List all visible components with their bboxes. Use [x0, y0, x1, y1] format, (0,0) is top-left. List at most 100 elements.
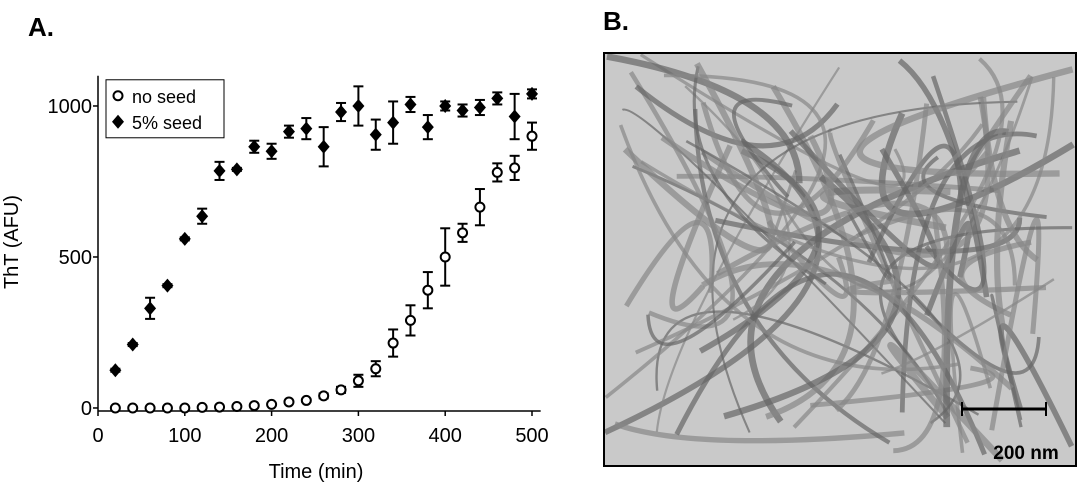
fiber — [685, 140, 962, 425]
x-axis-label: Time (min) — [269, 461, 364, 483]
y-tick-label: 1000 — [48, 96, 93, 118]
x-tick-label: 300 — [342, 425, 375, 447]
marker — [282, 124, 295, 139]
fiber — [621, 108, 947, 424]
marker — [352, 375, 364, 387]
marker — [335, 105, 348, 120]
fiber — [618, 124, 961, 372]
marker — [387, 115, 400, 130]
marker — [112, 90, 124, 102]
marker — [318, 390, 330, 402]
marker — [179, 402, 191, 414]
legend-label: no seed — [132, 87, 196, 107]
marker — [196, 209, 209, 224]
x-tick-label: 500 — [515, 425, 548, 447]
marker — [404, 97, 417, 112]
fiber — [634, 84, 840, 149]
micrograph — [605, 54, 1075, 465]
fiber — [716, 200, 950, 280]
marker — [248, 139, 261, 154]
y-axis-label: ThT (AFU) — [1, 195, 23, 289]
x-tick-label: 100 — [168, 425, 201, 447]
fiber — [856, 66, 1074, 178]
fiber — [613, 421, 905, 444]
marker — [317, 139, 330, 154]
fiber — [856, 207, 1017, 286]
marker — [474, 201, 486, 213]
marker — [109, 402, 121, 414]
marker — [509, 162, 521, 174]
marker — [526, 130, 538, 142]
fiber — [624, 219, 715, 308]
x-tick-label: 200 — [255, 425, 288, 447]
fiber — [845, 278, 1047, 296]
marker — [196, 401, 208, 413]
marker — [508, 109, 521, 124]
marker — [387, 337, 399, 349]
legend-box — [105, 79, 225, 139]
marker — [404, 314, 416, 326]
marker — [457, 227, 469, 239]
fiber — [701, 261, 1014, 391]
marker — [109, 363, 122, 378]
marker — [369, 127, 382, 142]
marker — [370, 363, 382, 375]
marker — [230, 162, 243, 177]
fiber — [732, 97, 793, 199]
marker — [491, 91, 504, 106]
marker — [248, 400, 260, 412]
fiber — [723, 174, 902, 420]
marker — [283, 396, 295, 408]
marker — [265, 144, 278, 159]
micrograph-frame — [603, 52, 1077, 467]
marker — [352, 98, 365, 113]
marker — [126, 337, 139, 352]
marker — [144, 301, 157, 316]
marker — [422, 284, 434, 296]
x-tick-label: 0 — [92, 425, 103, 447]
fiber — [989, 217, 1042, 431]
marker — [144, 402, 156, 414]
fiber — [660, 134, 835, 217]
fiber — [897, 58, 990, 298]
fiber — [838, 153, 892, 281]
marker — [213, 163, 226, 178]
fiber — [949, 292, 993, 454]
marker — [300, 121, 313, 136]
marker — [127, 402, 139, 414]
marker — [300, 394, 312, 406]
fiber — [605, 73, 827, 399]
marker — [266, 398, 278, 410]
marker — [335, 384, 347, 396]
marker — [456, 103, 469, 118]
x-tick-label: 400 — [429, 425, 462, 447]
marker — [526, 86, 538, 101]
marker — [473, 100, 486, 115]
fiber — [693, 108, 891, 445]
fiber — [634, 123, 984, 355]
marker — [491, 166, 503, 178]
fiber — [700, 101, 876, 216]
marker — [214, 401, 226, 413]
fiber — [606, 54, 803, 184]
marker — [421, 120, 434, 135]
fiber — [834, 103, 930, 413]
y-tick-label: 500 — [59, 247, 92, 269]
panel-label: B. — [603, 6, 629, 36]
fiber — [959, 239, 1032, 318]
fiber — [998, 323, 1075, 448]
fiber — [943, 128, 1010, 428]
marker — [439, 98, 452, 113]
marker — [439, 251, 451, 263]
fiber — [899, 131, 1038, 413]
fiber — [692, 65, 827, 286]
panel-label: A. — [28, 12, 54, 42]
legend-label: 5% seed — [132, 113, 202, 133]
marker — [112, 114, 124, 129]
scale-bar-label: 200 nm — [993, 443, 1058, 464]
fiber — [893, 213, 947, 454]
y-tick-label: 0 — [81, 398, 92, 420]
fiber — [994, 120, 1015, 326]
fiber — [646, 240, 796, 346]
